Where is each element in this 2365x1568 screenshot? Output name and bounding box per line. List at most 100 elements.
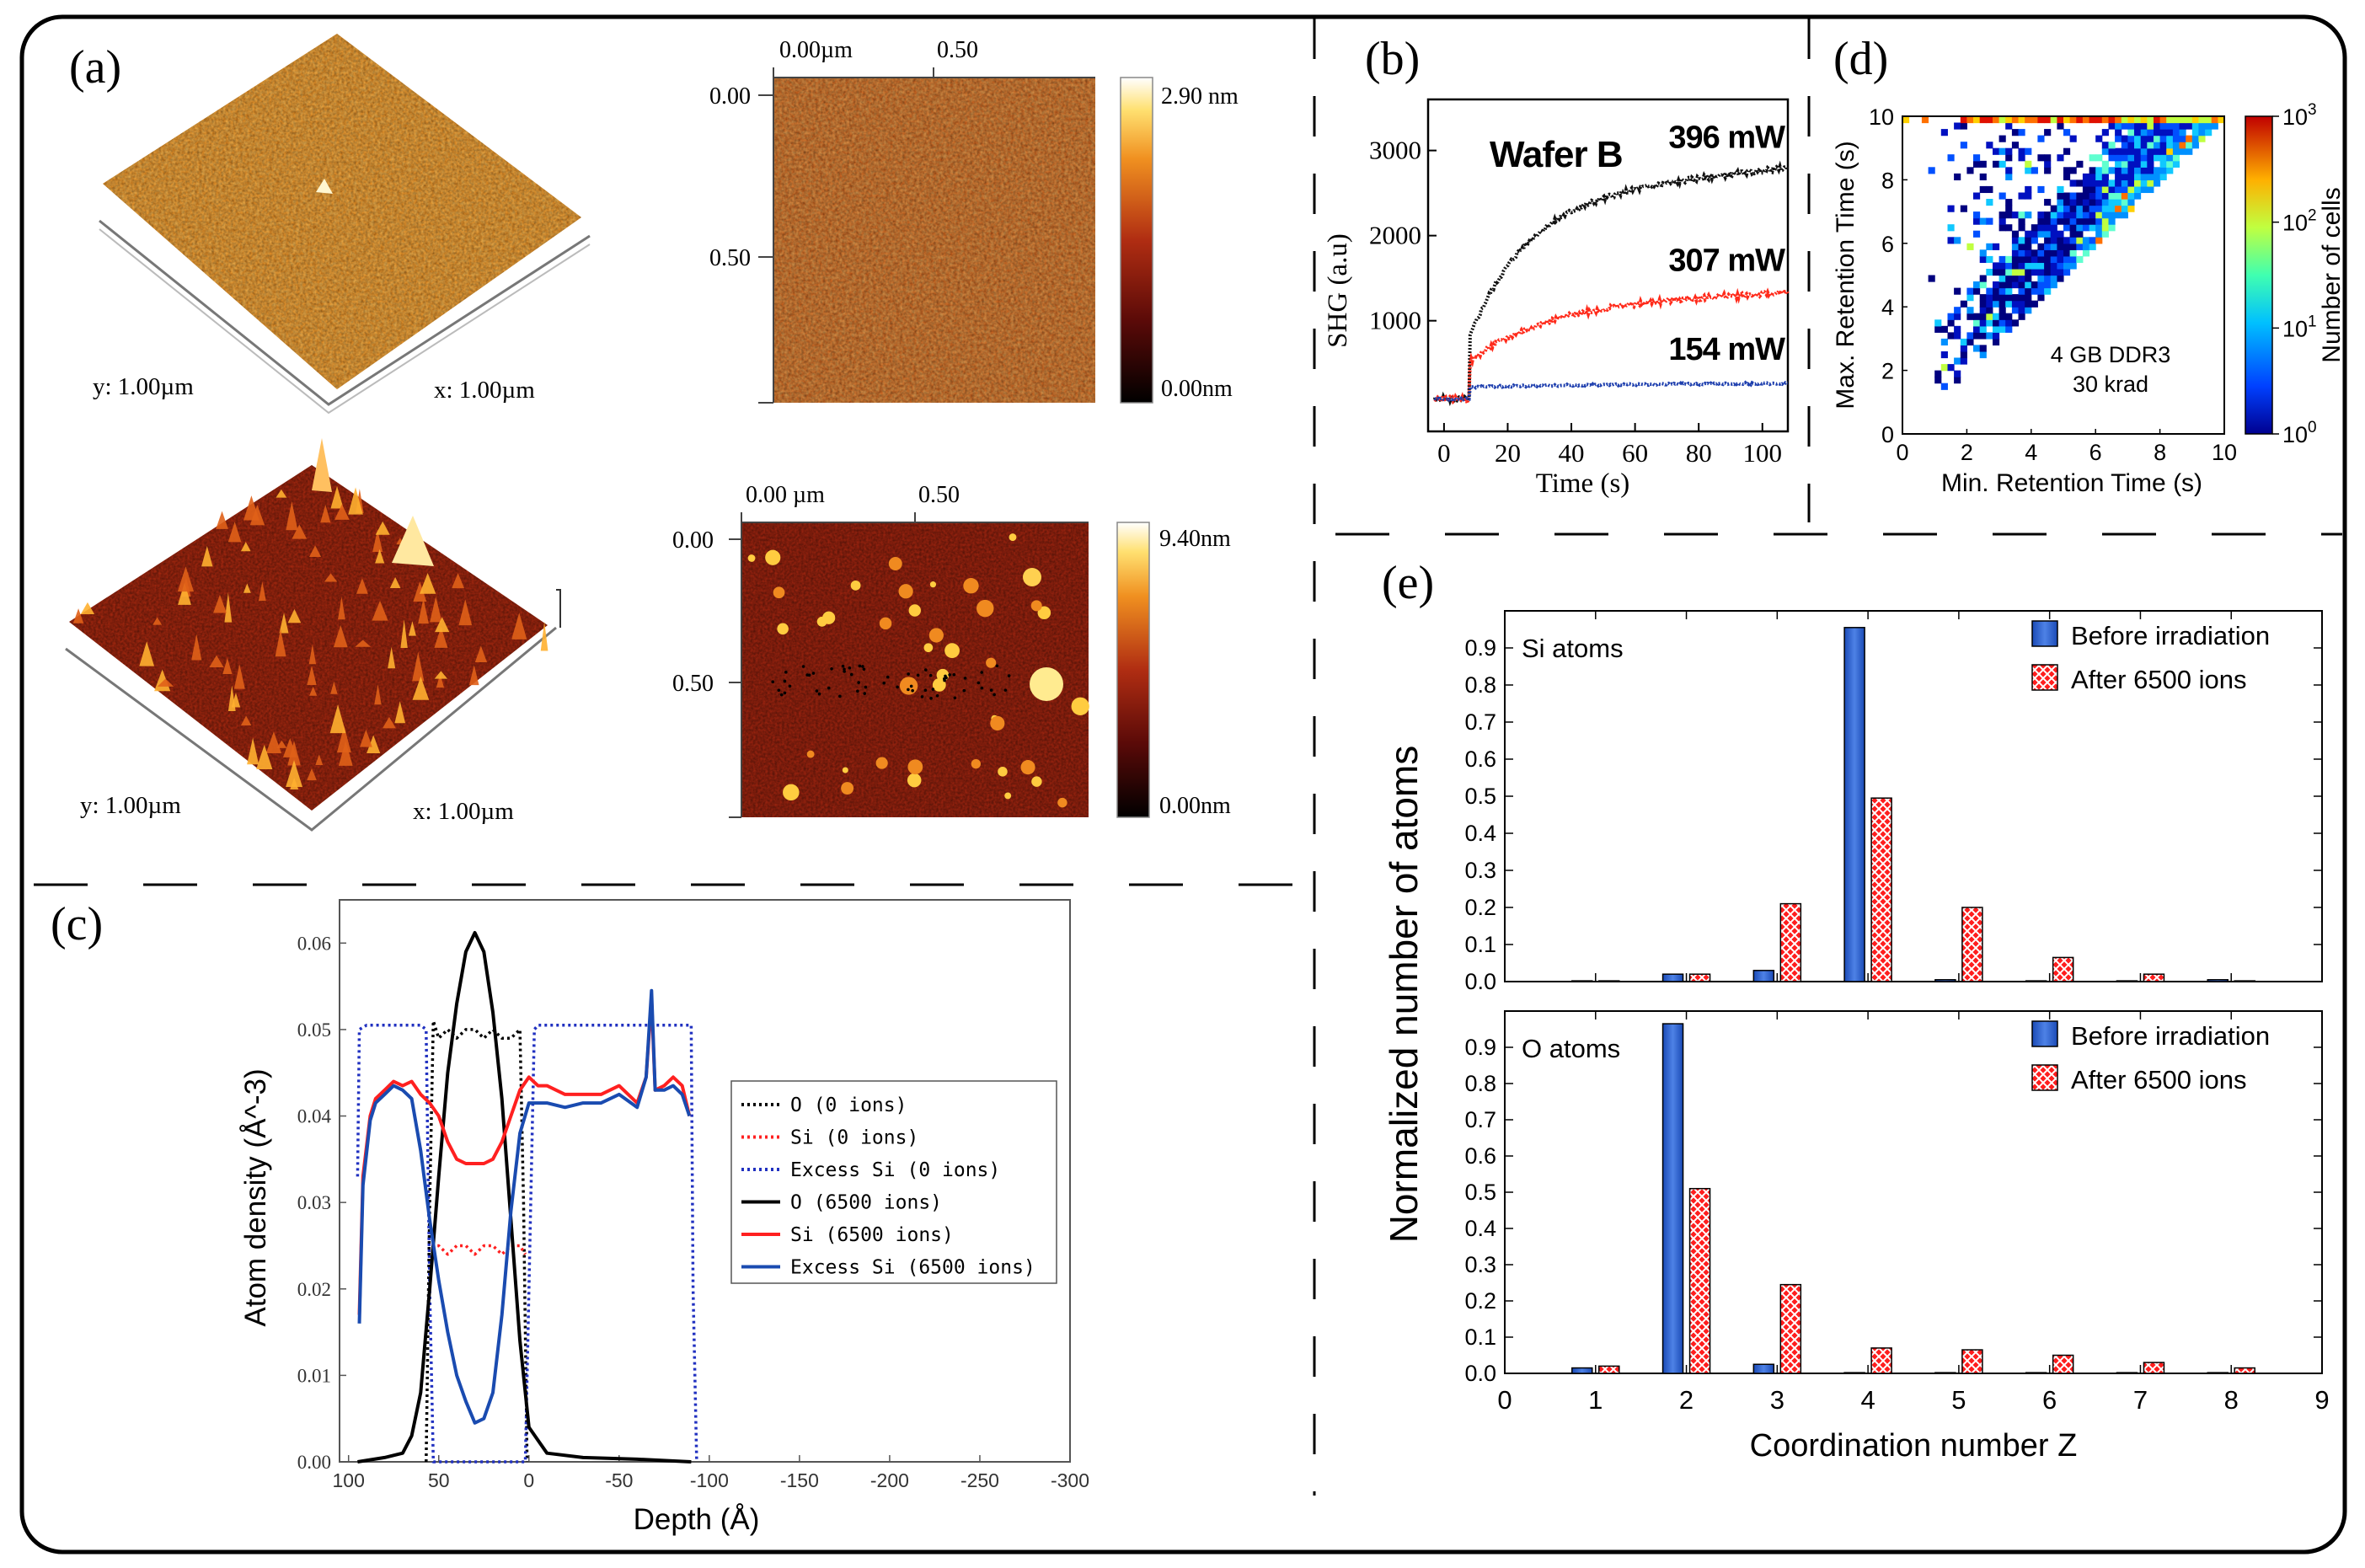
heat-cell bbox=[2159, 160, 2167, 168]
afm-spot bbox=[1057, 797, 1067, 808]
heat-cell bbox=[1979, 160, 1987, 168]
heat-cell bbox=[2050, 224, 2057, 232]
heat-cell bbox=[1973, 313, 1981, 320]
heat-cell bbox=[1954, 237, 1961, 244]
heat-cell bbox=[2063, 129, 2071, 136]
chart-b: 0 20 40 60 80 100 1000 2000 3000 Time (s) SHG (a.u… bbox=[1323, 98, 1790, 499]
heat-cell bbox=[2063, 269, 2071, 276]
y-axis-label-c: Atom density (Å^-3) bbox=[239, 1068, 272, 1326]
heat-cell bbox=[2134, 192, 2142, 200]
afm-peak bbox=[258, 581, 266, 602]
afm-peak bbox=[355, 640, 372, 647]
heat-cell bbox=[2044, 230, 2052, 238]
afm-top-cbar-min: 0.00nm bbox=[1161, 376, 1233, 402]
heat-cell bbox=[2095, 217, 2103, 225]
heat-cell bbox=[1986, 332, 1993, 340]
afm-spot bbox=[783, 784, 800, 801]
bar-before-0-8 bbox=[2207, 979, 2229, 982]
heat-cell bbox=[2037, 135, 2045, 142]
heat-cell bbox=[2011, 319, 2020, 327]
bar-after-1-1 bbox=[1598, 1365, 1620, 1374]
afm-peak bbox=[392, 516, 434, 566]
heat-cell bbox=[2159, 135, 2167, 142]
heat-cell bbox=[2172, 154, 2180, 162]
afm-spot bbox=[932, 678, 946, 692]
heat-cell bbox=[1947, 224, 1955, 232]
x-tick-label-b: 40 bbox=[1559, 438, 1585, 468]
heat-cell bbox=[1998, 147, 2006, 155]
heat-cell bbox=[1902, 116, 1910, 124]
heat-cell bbox=[2082, 249, 2090, 257]
legend-label-c-1: Si (0 ions) bbox=[790, 1127, 918, 1149]
heat-cell bbox=[2121, 211, 2128, 219]
y-tick-label-e: 0.9 bbox=[1464, 635, 1496, 661]
afm-map-top: 0.00µm 0.50 0.00 0.50 2.90 nm 0.00nm bbox=[709, 37, 1239, 404]
heat-cell bbox=[2025, 300, 2032, 308]
heat-cell bbox=[2082, 192, 2090, 200]
heat-cell bbox=[2076, 192, 2084, 200]
heat-cell bbox=[2108, 224, 2116, 232]
bar-after-1-2 bbox=[1688, 1187, 1711, 1374]
heat-cell bbox=[2025, 255, 2032, 264]
heat-cell bbox=[2095, 224, 2103, 232]
heat-cell bbox=[2069, 211, 2077, 219]
panel-label-e: (e) bbox=[1382, 557, 1434, 609]
heat-cell bbox=[2063, 192, 2071, 200]
heat-cell bbox=[2121, 185, 2128, 194]
heat-cell bbox=[2108, 192, 2116, 200]
heat-cell bbox=[2011, 294, 2020, 302]
heat-cell bbox=[1966, 338, 1974, 346]
heat-cell bbox=[2005, 275, 2013, 282]
heat-cell bbox=[1960, 205, 1967, 212]
heat-cell bbox=[2159, 154, 2167, 162]
heat-cell bbox=[2005, 167, 2013, 174]
heat-cell bbox=[2147, 122, 2154, 130]
heat-cell bbox=[2018, 192, 2025, 200]
afm-peak bbox=[213, 594, 227, 613]
afm-peak bbox=[279, 613, 289, 634]
heat-cell bbox=[2179, 122, 2186, 130]
heat-cell bbox=[2101, 192, 2109, 200]
heat-cell bbox=[2018, 307, 2025, 314]
heat-cell bbox=[1998, 281, 2006, 289]
heat-cell bbox=[2082, 199, 2090, 206]
heat-cell bbox=[2076, 243, 2084, 250]
heat-cell bbox=[2018, 154, 2025, 162]
heat-cell bbox=[2115, 211, 2122, 219]
heat-cell bbox=[1960, 345, 1967, 352]
heat-cell bbox=[2179, 142, 2186, 149]
heat-cell bbox=[2037, 116, 2045, 124]
heat-cell bbox=[1998, 319, 2006, 327]
afm-peak bbox=[287, 608, 302, 623]
heat-cell bbox=[2063, 224, 2071, 232]
x-axis-label-e: Coordination number Z bbox=[1750, 1428, 2078, 1464]
heat-cell bbox=[2198, 135, 2206, 142]
x-tick-label-c: 100 bbox=[333, 1469, 365, 1491]
heat-cell bbox=[2095, 167, 2103, 174]
heat-cell bbox=[2011, 269, 2020, 276]
bar-after-0-7 bbox=[2143, 973, 2165, 982]
afm-top-xtick-0: 0.00µm bbox=[779, 37, 853, 63]
x-tick-label-e: 2 bbox=[1679, 1385, 1693, 1415]
heat-cell bbox=[2186, 147, 2193, 155]
heat-cell bbox=[2095, 237, 2103, 244]
heat-cell bbox=[2037, 154, 2045, 162]
heat-cell bbox=[2108, 147, 2116, 155]
y-tick-label-e: 0.3 bbox=[1464, 1252, 1496, 1277]
afm-bottom-xtick-0: 0.00 µm bbox=[746, 482, 825, 508]
heat-cell bbox=[2218, 116, 2225, 124]
heat-cell bbox=[2069, 167, 2077, 174]
afm-dark-pit bbox=[995, 664, 999, 668]
afm-dark-pit bbox=[886, 675, 890, 679]
heat-cell bbox=[1973, 332, 1981, 340]
afm-spot bbox=[875, 757, 888, 769]
heat-cell bbox=[1954, 357, 1961, 365]
heat-cell bbox=[2191, 142, 2199, 149]
legend-label-e-0-0: Before irradiation bbox=[2071, 621, 2270, 650]
heat-cell bbox=[2211, 122, 2218, 130]
heat-cell bbox=[2037, 211, 2045, 219]
heat-cell bbox=[2154, 135, 2161, 142]
afm-dark-pit bbox=[962, 688, 966, 693]
heat-cell bbox=[2063, 167, 2071, 174]
